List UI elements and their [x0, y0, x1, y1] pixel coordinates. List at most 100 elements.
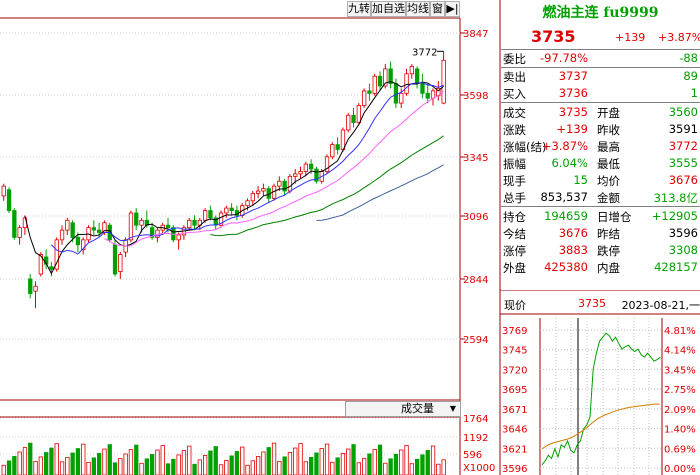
- volume-bar: [255, 455, 261, 475]
- price-bar: 3735 +139 +3.87%: [501, 26, 700, 48]
- tick-right-label: 4.14%: [664, 346, 696, 357]
- quote-row: 现手 15 均价 3676: [501, 172, 700, 189]
- volume-bar: [118, 457, 123, 475]
- volume-bar: [112, 462, 118, 475]
- candle-body: [340, 129, 346, 150]
- volume-bar: [49, 447, 54, 475]
- field-value: 6.04%: [551, 156, 588, 170]
- volume-bar: [28, 442, 33, 475]
- tick-price-line: [541, 332, 661, 466]
- add-watchlist-button[interactable]: 加自选: [371, 1, 406, 17]
- volume-bar: [229, 455, 234, 475]
- volume-axis-label: 1764: [463, 414, 488, 425]
- volume-bar: [59, 461, 65, 475]
- price-axis-label: 3598: [463, 91, 488, 102]
- candle-body: [218, 212, 224, 226]
- volume-bar: [128, 449, 134, 475]
- volume-bar: [65, 457, 70, 475]
- price-change-pct: +3.87%: [658, 31, 700, 44]
- field-value: 428157: [654, 260, 698, 274]
- volume-bar: [192, 463, 197, 475]
- volume-bar: [303, 461, 309, 475]
- volume-bar: [404, 445, 409, 475]
- volume-bar: [250, 460, 256, 475]
- candle-body: [356, 105, 362, 124]
- volume-bar: [171, 458, 176, 475]
- volume-bar: [6, 460, 12, 475]
- candle-body: [430, 90, 436, 99]
- weibi-val: -88: [679, 51, 698, 65]
- volume-bar: [155, 449, 160, 475]
- tick-left-label: 3646: [502, 425, 527, 436]
- last-page-icon[interactable]: ▶|: [445, 1, 460, 17]
- volume-bar: [213, 446, 218, 475]
- field-label: 跌停: [597, 244, 620, 258]
- candle-body: [81, 239, 86, 251]
- field-value: 3676: [668, 173, 698, 187]
- volume-indicator-selector[interactable]: 成交量 ▼: [345, 401, 461, 417]
- volume-bar: [340, 453, 346, 475]
- candle-body: [65, 219, 70, 231]
- candle-body: [12, 210, 17, 238]
- candle-body: [187, 219, 192, 229]
- volume-bar: [54, 443, 59, 475]
- candle-body: [324, 156, 330, 172]
- volume-bar: [160, 445, 165, 475]
- volume-bar: [335, 457, 340, 475]
- volume-bar: [399, 449, 404, 475]
- candle-body: [287, 175, 293, 192]
- field-label: 今结: [503, 227, 526, 241]
- sell-price: 3737: [558, 69, 588, 83]
- tick-left-label: 3745: [502, 346, 527, 357]
- volume-bar: [144, 458, 150, 475]
- candle-body: [367, 90, 372, 94]
- moving-average-button[interactable]: 均线: [406, 1, 430, 17]
- volume-bar: [234, 451, 240, 475]
- volume-bar: [245, 464, 250, 475]
- volume-bar: [346, 448, 351, 475]
- candle-body: [208, 210, 213, 219]
- candle-body: [308, 163, 314, 170]
- candle-body: [303, 163, 309, 172]
- volume-axis-label: 596: [463, 450, 482, 461]
- field-label: 涨停: [503, 244, 526, 258]
- candle-body: [59, 229, 65, 241]
- volume-bar: [319, 448, 324, 475]
- field-value: 3591: [668, 122, 698, 136]
- field-value: 3308: [668, 243, 698, 257]
- volume-bar: [107, 444, 112, 475]
- buy-row[interactable]: 买入 3736 1: [501, 85, 700, 102]
- jiuzhuan-button[interactable]: 九转: [347, 1, 371, 17]
- candle-body: [293, 173, 298, 177]
- volume-bar: [361, 457, 367, 475]
- candle-body: [420, 83, 425, 94]
- ma20-line: [104, 90, 444, 247]
- tick-left-label: 3769: [502, 326, 527, 337]
- candle-body: [250, 193, 256, 202]
- volume-bar: [176, 454, 181, 475]
- volume-bar: [271, 442, 277, 475]
- price-axis-label: 2594: [463, 335, 488, 346]
- field-value: 194659: [544, 209, 588, 223]
- candle-body: [330, 144, 335, 158]
- candle-body: [54, 239, 59, 270]
- candle-body: [298, 171, 303, 175]
- current-price: 3735: [578, 297, 606, 310]
- candle-body: [139, 219, 144, 226]
- window-button[interactable]: 窗: [430, 1, 445, 17]
- dropdown-icon[interactable]: ▼: [449, 404, 456, 413]
- tick-left-label: 3720: [502, 365, 527, 376]
- volume-bar: [367, 453, 372, 475]
- price-axis-label: 2844: [463, 275, 488, 286]
- candle-body: [409, 66, 415, 75]
- volume-bar: [202, 455, 208, 475]
- candle-body: [277, 180, 282, 187]
- volume-bar: [197, 459, 203, 475]
- sell-row[interactable]: 卖出 3737 89: [501, 68, 700, 85]
- volume-bar: [86, 461, 91, 475]
- divider: [501, 206, 700, 207]
- field-label: 振幅: [503, 157, 526, 171]
- buy-volume: 1: [690, 86, 698, 100]
- contract-title: 燃油主连 fu9999: [542, 5, 659, 21]
